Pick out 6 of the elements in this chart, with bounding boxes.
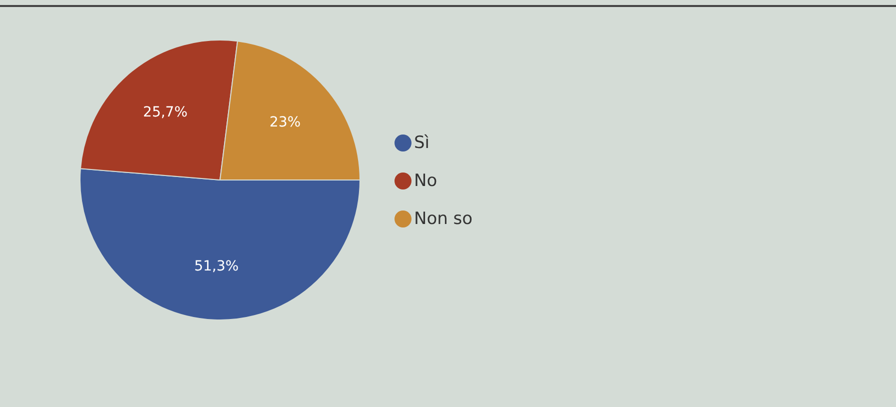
data-label: 25,7% [143,104,188,121]
legend-label: No [414,171,438,191]
data-label: 51,3% [194,258,239,275]
data-label: 23% [270,114,301,131]
legend-label: Non so [414,209,473,229]
legend-label: Sì [414,133,430,153]
